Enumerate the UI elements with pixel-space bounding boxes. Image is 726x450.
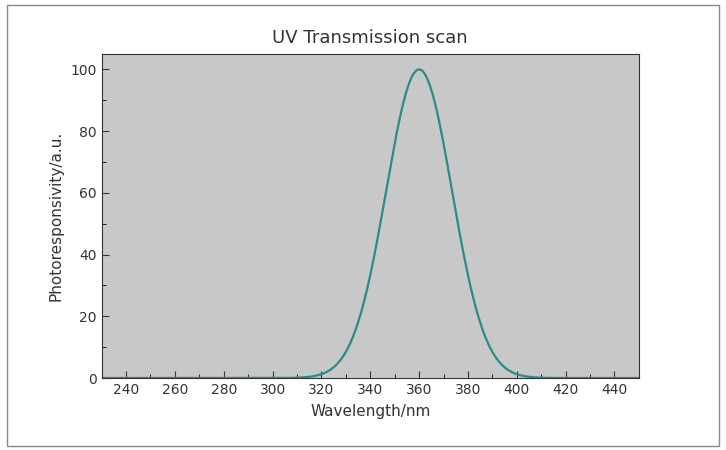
Title: UV Transmission scan: UV Transmission scan	[272, 29, 468, 47]
X-axis label: Wavelength/nm: Wavelength/nm	[310, 404, 431, 419]
Y-axis label: Photoresponsivity/a.u.: Photoresponsivity/a.u.	[49, 131, 63, 301]
